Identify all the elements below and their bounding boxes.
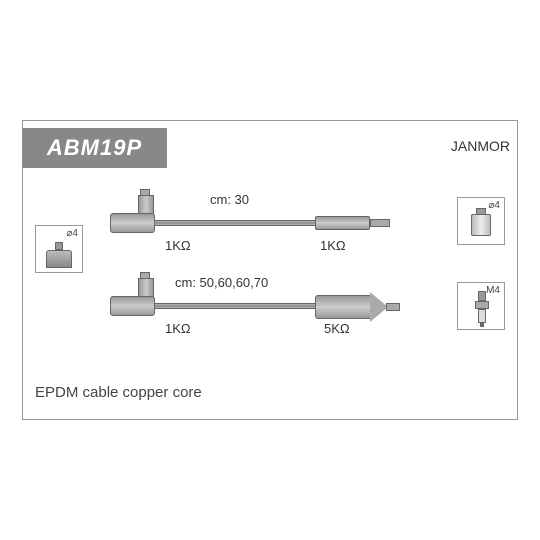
coil-icon-box: ⌀4 [457, 197, 505, 245]
cable2-right-connector [315, 292, 400, 322]
cable1-right-ohm: 1KΩ [320, 238, 346, 253]
distributor-icon-box: ⌀4 [35, 225, 83, 273]
cable1-length-label: cm: 30 [210, 192, 249, 207]
cable2-left-ohm: 1KΩ [165, 321, 191, 336]
distributor-cap-icon [44, 240, 74, 268]
cable1-right-connector [315, 214, 390, 232]
cable1-left-connector [110, 195, 160, 240]
spark-plug-icon-box: M4 [457, 282, 505, 330]
footer-description: EPDM cable copper core [35, 384, 202, 401]
cable2-left-connector [110, 278, 160, 323]
cable2-wire [155, 303, 315, 309]
product-code-badge: ABM19P [22, 128, 167, 168]
cable1-wire [155, 220, 315, 226]
brand-label: JANMOR [451, 138, 510, 154]
spark-plug-icon [475, 291, 489, 327]
coil-icon [468, 208, 494, 238]
distributor-spec-label: ⌀4 [66, 228, 78, 239]
product-code-text: ABM19P [47, 135, 142, 161]
cable1-left-ohm: 1KΩ [165, 238, 191, 253]
cable2-length-label: cm: 50,60,60,70 [175, 275, 268, 290]
cable2-right-ohm: 5KΩ [324, 321, 350, 336]
